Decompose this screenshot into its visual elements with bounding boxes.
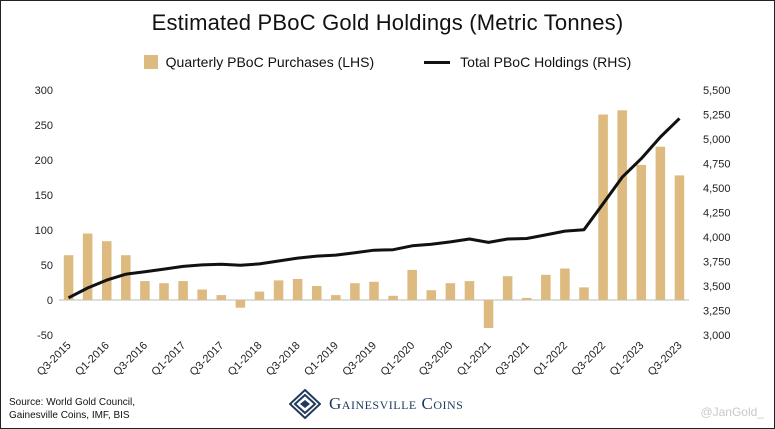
bar-Q1-2023 xyxy=(636,164,647,300)
y-left-tick-label: 100 xyxy=(35,225,53,237)
bar-Q3-2023 xyxy=(674,175,685,300)
legend-line-label: Total PBoC Holdings (RHS) xyxy=(460,54,632,70)
logo-text: Gainesville Coins xyxy=(329,394,464,413)
bar-Q2-2016 xyxy=(121,255,131,300)
y-left-tick-label: 150 xyxy=(35,190,53,202)
x-tick-label: Q3-2018 xyxy=(264,340,303,379)
bar-Q4-2020 xyxy=(464,281,475,300)
y-left-tick-label: 250 xyxy=(35,120,53,132)
bar-Q4-2015 xyxy=(82,233,93,300)
y-left-tick-label: -50 xyxy=(37,330,53,342)
x-tick-label: Q1-2016 xyxy=(73,340,112,379)
bar-Q3-2022 xyxy=(598,114,608,300)
author-watermark: @JanGold_ xyxy=(700,405,764,419)
legend-bar-label: Quarterly PBoC Purchases (LHS) xyxy=(165,54,375,70)
x-tick-label: Q1-2017 xyxy=(149,340,188,379)
y-right-tick-label: 5,250 xyxy=(703,110,731,122)
y-left-tick-label: 300 xyxy=(35,85,53,97)
source-note: Source: World Gold Council, Gainesville … xyxy=(9,396,135,422)
holdings-line xyxy=(67,117,681,300)
x-tick-label: Q1-2021 xyxy=(455,340,494,379)
bar-Q2-2017 xyxy=(197,289,207,300)
bar-Q2-2021 xyxy=(502,276,513,300)
bar-Q1-2016 xyxy=(101,241,112,300)
bar-Q3-2018 xyxy=(292,279,303,300)
x-tick-label: Q1-2019 xyxy=(302,340,341,379)
y-left-tick-label: 50 xyxy=(41,260,53,272)
y-right-tick-label: 3,500 xyxy=(703,281,731,293)
x-tick-label: Q3-2023 xyxy=(646,340,685,379)
bar-Q1-2022 xyxy=(560,268,570,300)
legend-line-swatch xyxy=(424,60,451,64)
bar-Q1-2021 xyxy=(483,300,494,328)
logo-mark-icon xyxy=(289,389,321,419)
bar-Q2-2022 xyxy=(579,287,589,300)
bar-Q4-2021 xyxy=(541,274,551,300)
x-tick-label: Q3-2020 xyxy=(417,340,456,379)
bar-Q1-2020 xyxy=(407,269,417,300)
x-tick-label: Q3-2019 xyxy=(340,340,379,379)
x-tick-label: Q3-2022 xyxy=(569,340,608,379)
x-tick-label: Q1-2022 xyxy=(531,340,570,379)
y-right-tick-label: 3,750 xyxy=(703,257,731,269)
bar-Q4-2022 xyxy=(617,110,627,300)
bar-Q2-2020 xyxy=(426,290,437,300)
bar-Q3-2015 xyxy=(63,255,74,300)
bar-Q2-2018 xyxy=(273,280,284,300)
y-right-tick-label: 3,250 xyxy=(703,306,731,318)
bar-Q4-2018 xyxy=(311,286,322,300)
bar-Q3-2021 xyxy=(521,297,532,300)
bar-Q4-2019 xyxy=(388,295,398,300)
y-right-tick-label: 4,000 xyxy=(703,232,731,244)
bar-Q2-2019 xyxy=(350,283,360,300)
x-tick-label: Q1-2020 xyxy=(379,340,418,379)
bar-Q2-2023 xyxy=(655,146,666,300)
chart-legend: Quarterly PBoC Purchases (LHS) Total PBo… xyxy=(1,54,774,70)
x-tick-label: Q3-2017 xyxy=(188,340,227,379)
bar-Q4-2016 xyxy=(159,283,169,300)
y-right-tick-label: 4,500 xyxy=(703,183,731,195)
x-tick-label: Q1-2018 xyxy=(226,340,265,379)
bar-Q3-2016 xyxy=(140,281,150,300)
x-tick-label: Q3-2016 xyxy=(111,340,150,379)
x-tick-label: Q1-2023 xyxy=(608,340,647,379)
chart-title: Estimated PBoC Gold Holdings (Metric Ton… xyxy=(151,10,624,35)
bar-Q1-2019 xyxy=(331,295,341,300)
y-right-tick-label: 5,000 xyxy=(703,134,731,146)
bar-Q3-2017 xyxy=(216,295,227,300)
source-line-1: Source: World Gold Council, xyxy=(9,397,135,408)
bar-Q1-2017 xyxy=(178,281,188,300)
y-right-tick-label: 4,750 xyxy=(703,159,731,171)
source-line-2: Gainesville Coins, IMF, BIS xyxy=(9,410,130,421)
x-tick-label: Q3-2015 xyxy=(35,340,74,379)
y-right-tick-label: 5,500 xyxy=(703,85,731,97)
bar-Q4-2017 xyxy=(235,300,246,308)
bar-Q3-2019 xyxy=(369,281,379,300)
bar-Q3-2020 xyxy=(445,283,456,300)
bar-Q1-2018 xyxy=(254,291,265,300)
x-tick-label: Q3-2021 xyxy=(493,340,532,379)
y-right-tick-label: 4,250 xyxy=(703,208,731,220)
y-left-tick-label: 0 xyxy=(47,295,53,307)
gainesville-coins-logo: Gainesville Coins xyxy=(289,389,463,419)
y-left-tick-label: 200 xyxy=(35,155,53,167)
y-right-tick-label: 3,000 xyxy=(703,330,731,342)
legend-bar-swatch xyxy=(143,55,158,69)
